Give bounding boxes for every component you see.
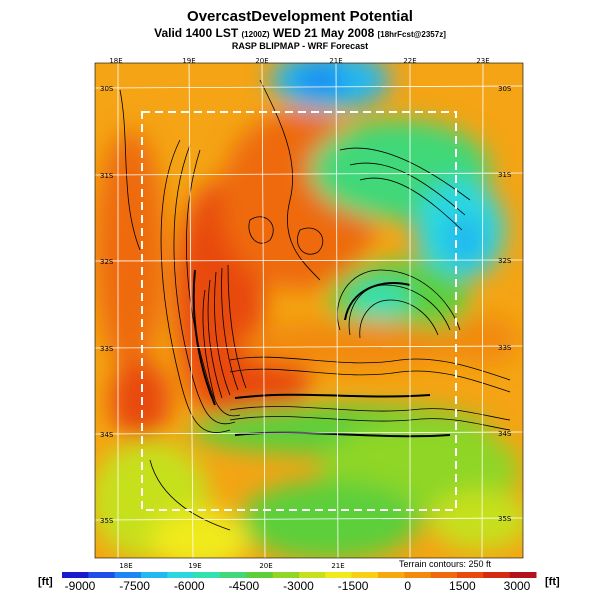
source-line: RASP BLIPMAP - WRF Forecast	[231, 41, 369, 51]
colorbar-segment	[430, 572, 458, 578]
lon-label-bottom: 20E	[259, 562, 272, 570]
lon-labels-bottom: 18E 19E 20E 21E	[119, 562, 344, 570]
valid-time-line: Valid 1400 LST (1200Z) WED 21 May 2008 […	[0, 26, 600, 40]
colorbar-tick-label: 0	[404, 579, 412, 593]
lat-labels-left: 30S 31S 32S 33S 34S 35S	[100, 85, 114, 525]
lat-label-right: 31S	[498, 171, 512, 179]
colorbar-segment	[299, 572, 326, 578]
colorbar-segment	[272, 572, 300, 578]
map-frame	[94, 62, 524, 559]
lon-label-bottom: 19E	[188, 562, 201, 570]
lon-label-top: 19E	[182, 57, 195, 65]
colorbar	[62, 572, 537, 578]
colorbar-tick-label: -6000	[173, 579, 205, 593]
lat-label-left: 35S	[100, 517, 114, 525]
colorbar-segment	[167, 572, 195, 578]
colorbar-segment	[88, 572, 116, 578]
colorbar-unit-right: [ft]	[545, 576, 560, 588]
lat-label-left: 33S	[100, 345, 114, 353]
colorbar-segment	[351, 572, 379, 578]
lat-labels-right: 30S 31S 32S 33S 34S 35S	[498, 85, 512, 523]
lat-label-right: 34S	[498, 430, 512, 438]
graticule	[94, 62, 524, 559]
color-field	[95, 63, 523, 558]
lon-label-top: 18E	[109, 57, 122, 65]
lat-label-left: 32S	[100, 258, 114, 266]
lon-label-top: 22E	[403, 57, 416, 65]
colorbar-unit-left: [ft]	[38, 576, 53, 588]
inner-domain-box	[141, 111, 457, 511]
colorbar-tick-label: -7500	[119, 579, 150, 593]
lon-labels-top: 18E 19E 20E 21E 22E 23E	[109, 57, 489, 65]
colorbar-tick-label: 1500	[449, 579, 476, 593]
colorbar-tick-label: -9000	[64, 579, 96, 593]
colorbar-segment	[141, 572, 168, 578]
forecast-info: [18hrFcst@2357z]	[377, 30, 446, 39]
colorbar-tick-label: -4500	[228, 579, 260, 593]
lon-label-bottom: 18E	[119, 562, 132, 570]
lon-label-top: 23E	[476, 57, 489, 65]
lon-label-top: 21E	[329, 57, 342, 65]
lat-label-left: 34S	[100, 431, 114, 439]
lat-label-right: 30S	[498, 85, 512, 93]
colorbar-segment	[483, 572, 511, 578]
lat-label-right: 35S	[498, 515, 512, 523]
colorbar-segment	[457, 572, 484, 578]
colorbar-segment	[246, 572, 274, 578]
colorbar-segment	[378, 572, 405, 578]
lon-label-top: 20E	[255, 57, 268, 65]
lat-label-right: 32S	[498, 257, 512, 265]
colorbar-segment	[325, 572, 353, 578]
colorbar-segment	[114, 572, 142, 578]
valid-date: WED 21 May 2008	[272, 26, 375, 40]
colorbar-segment	[62, 572, 89, 578]
colorbar-segment	[220, 572, 247, 578]
thick-contours	[192, 269, 451, 438]
lat-label-left: 30S	[100, 85, 114, 93]
utc-time: (1200Z)	[241, 30, 270, 39]
colorbar-tick-label: -3000	[283, 579, 314, 593]
colorbar-segment	[509, 572, 537, 578]
lat-label-left: 31S	[100, 172, 114, 180]
lat-label-right: 33S	[498, 344, 512, 352]
map-title: OvercastDevelopment Potential	[187, 8, 413, 25]
colorbar-tick-label: -1500	[337, 579, 369, 593]
valid-time: Valid 1400 LST	[154, 26, 239, 40]
terrain-contour-note: Terrain contours: 250 ft	[399, 559, 492, 569]
colorbar-segment	[404, 572, 432, 578]
lon-label-bottom: 21E	[331, 562, 344, 570]
colorbar-tick-label: 3000	[503, 579, 531, 593]
colorbar-segment	[193, 572, 221, 578]
